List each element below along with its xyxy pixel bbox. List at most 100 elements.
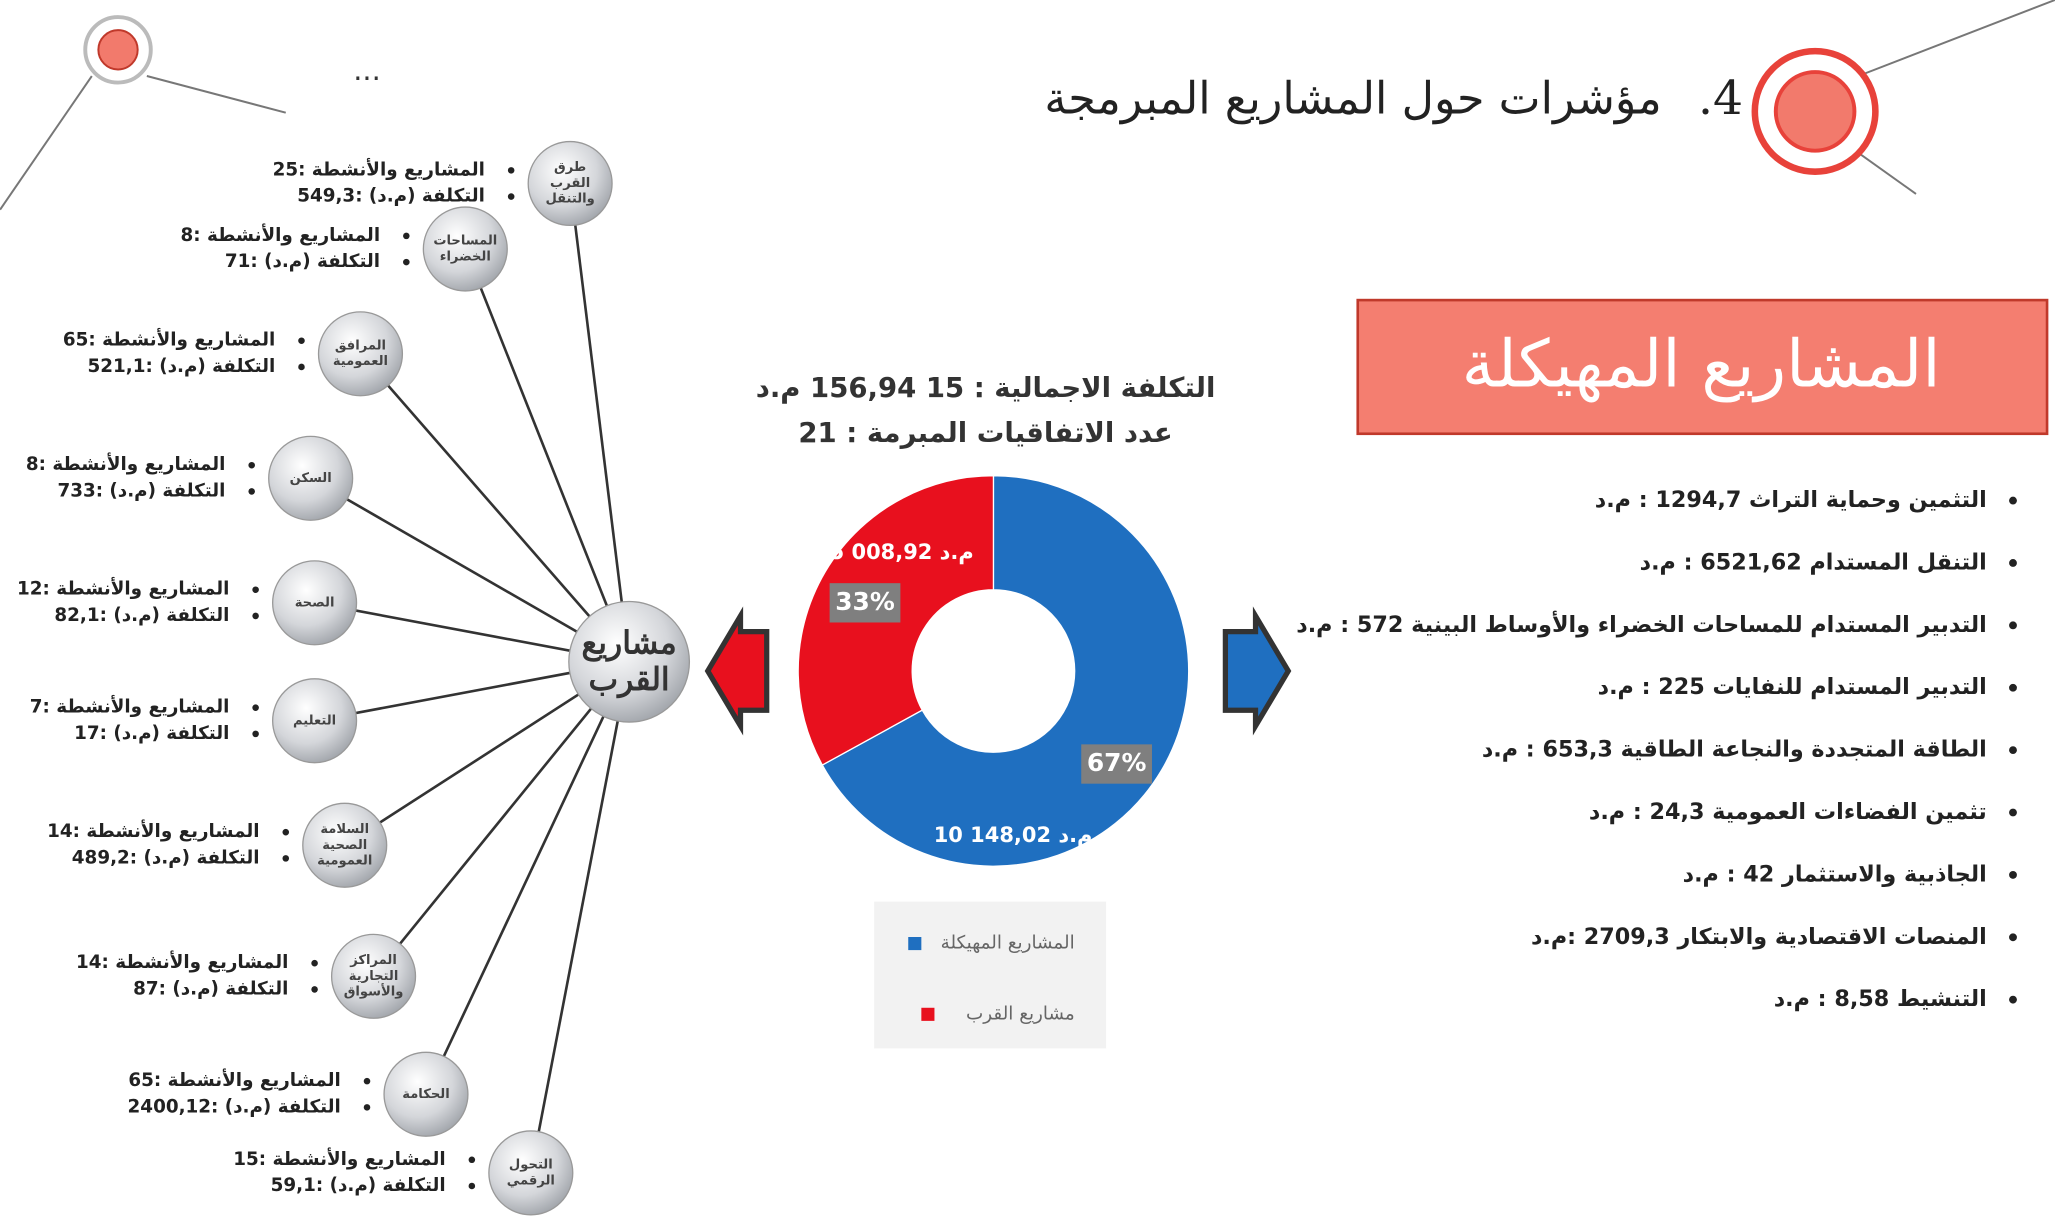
node-cost: التكلفة (م.د) :489,2	[72, 847, 260, 868]
node	[330, 933, 417, 1019]
link	[568, 183, 631, 662]
bullet	[311, 959, 318, 967]
bullet	[468, 1182, 476, 1190]
agreements: عدد الاتفاقيات المبرمة : 21	[798, 417, 1172, 449]
bullet	[363, 1077, 371, 1085]
bullet	[403, 258, 410, 266]
node	[488, 1130, 574, 1216]
arrow-left	[704, 606, 770, 736]
list-item: التثمين وحماية التراث 1294,7 : م.د	[1595, 487, 1987, 513]
node	[272, 678, 358, 764]
node-label: القرب	[550, 176, 590, 191]
node-projects: المشاريع والأنشطة :8	[180, 223, 380, 246]
link	[464, 248, 631, 663]
node-cost: التكلفة (م.د) :82,1	[54, 605, 229, 626]
node	[422, 206, 508, 292]
legend-label: مشاريع القرب	[966, 1003, 1075, 1024]
list-item: المنصات الاقتصادية والابتكار 2709,3 :م.د	[1531, 924, 1987, 950]
bullet	[2009, 933, 2017, 942]
hub-label: مشاريع	[582, 624, 677, 662]
node-cost: التكلفة (م.د) :59,1	[271, 1175, 446, 1196]
value-label-box	[1081, 744, 1152, 784]
node-label: السكن	[290, 471, 332, 486]
node-label: التجارية	[349, 969, 399, 984]
bullet	[252, 612, 259, 620]
legend-swatch	[908, 937, 922, 951]
node	[527, 140, 613, 227]
bullet	[248, 461, 255, 469]
node-projects: المشاريع والأنشطة :65	[128, 1068, 340, 1091]
bullet	[282, 828, 290, 836]
node-projects: المشاريع والأنشطة :7	[30, 695, 230, 718]
node-projects: المشاريع والأنشطة :15	[233, 1147, 445, 1170]
legend-label: المشاريع المهيكلة	[941, 933, 1075, 954]
deco-dot	[97, 29, 139, 71]
bullet	[2009, 496, 2017, 505]
node-label: الصحية	[322, 838, 367, 853]
heading-number: 4.	[1698, 71, 1743, 126]
deco-dot	[1773, 70, 1857, 153]
node-label: الصحة	[295, 595, 335, 610]
node-cost: التكلفة (م.د) :71	[225, 251, 380, 272]
node-label: العمومية	[333, 354, 388, 369]
amount-label: 10 148,02 م.د	[934, 823, 1093, 847]
bullet	[282, 855, 290, 862]
list-item: التدبير المستدام للنفايات 225 : م.د	[1598, 674, 1987, 700]
deco-line	[1860, 153, 1917, 195]
node-projects: المشاريع والأنشطة :14	[47, 819, 259, 842]
value-label-box	[829, 583, 901, 623]
node	[383, 1051, 469, 1137]
node	[268, 435, 354, 521]
bullet	[468, 1156, 476, 1164]
deco-line	[1857, 0, 2055, 77]
node-cost: التكلفة (م.د) :2400,12	[128, 1096, 341, 1117]
node-label: طرق	[554, 160, 586, 175]
value-label: 33%	[835, 587, 895, 616]
node-label: التحول	[509, 1158, 553, 1173]
hub	[568, 600, 691, 723]
hub-label: القرب	[589, 661, 670, 699]
bullet	[2009, 559, 2017, 567]
node-cost: التكلفة (م.د) :549,3	[297, 186, 485, 207]
node-label: السلامة	[320, 822, 369, 837]
bullet	[507, 193, 515, 200]
node-cost: التكلفة (م.د) :521,1	[88, 356, 276, 377]
link	[424, 661, 631, 1095]
list-item: الطاقة المتجددة والنجاعة الطاقية 653,3 :…	[1482, 737, 1987, 763]
link	[359, 352, 631, 663]
arrow-right	[1222, 606, 1292, 736]
node-projects: المشاريع والأنشطة :65	[63, 328, 275, 351]
node	[272, 560, 358, 646]
heading-title: مؤشرات حول المشاريع المبرمجة	[1044, 73, 1661, 125]
node-label: الحكامة	[402, 1087, 449, 1102]
deco-line	[146, 75, 287, 114]
node-label: المساحات	[433, 234, 497, 249]
list-item: التنشيط 8,58 : م.د	[1774, 986, 1987, 1012]
node	[317, 311, 404, 397]
node-projects: المشاريع والأنشطة :8	[26, 452, 226, 475]
bullet	[403, 232, 410, 240]
list-item: التدبير المستدام للمساحات الخضراء والأوس…	[1296, 610, 1986, 638]
bullet	[2009, 621, 2017, 630]
bullet	[2009, 995, 2017, 1004]
list-item: الجاذبية والاستثمار 42 : م.د	[1683, 861, 1987, 887]
bullet	[2009, 870, 2017, 879]
node-label: الخضراء	[440, 249, 491, 264]
bullet	[507, 167, 515, 174]
node	[302, 802, 388, 888]
node-projects: المشاريع والأنشطة :14	[76, 950, 288, 973]
bullet	[252, 730, 259, 738]
link	[529, 661, 631, 1174]
banner	[1356, 298, 2049, 436]
node-projects: المشاريع والأنشطة :12	[17, 577, 229, 600]
link	[372, 660, 631, 978]
bullet	[363, 1104, 371, 1111]
node-label: والتنقل	[545, 192, 594, 207]
node-label: والأسواق	[344, 983, 404, 1000]
ellipsis: ...	[353, 53, 381, 87]
node-label: المرافق	[335, 338, 386, 353]
node-cost: التكلفة (م.د) :733	[57, 480, 225, 501]
value-label: 67%	[1087, 748, 1147, 777]
